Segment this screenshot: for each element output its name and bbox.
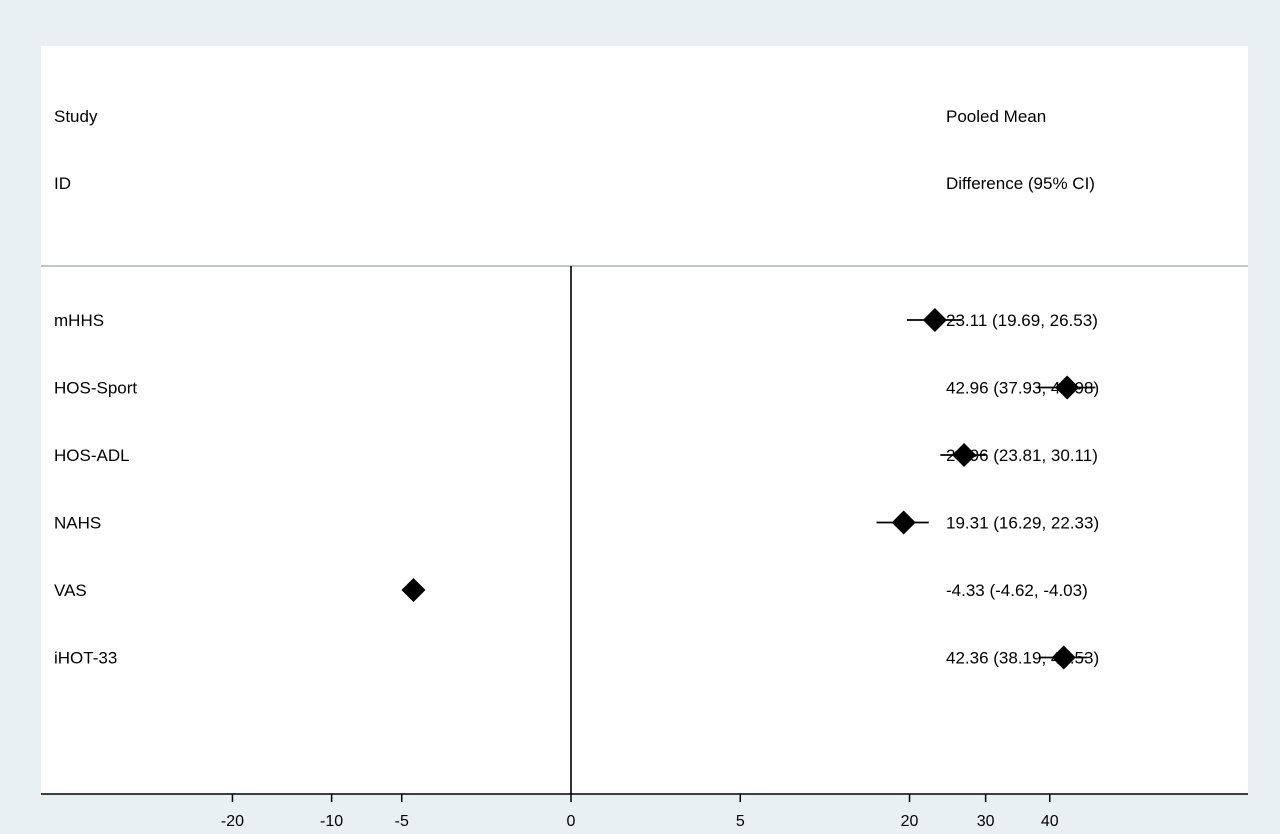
estimate-diamond — [1055, 375, 1080, 400]
row-label: HOS-Sport — [54, 379, 137, 398]
row-label: HOS-ADL — [54, 446, 130, 465]
ci-value: 42.36 (38.19, 46.53) — [946, 649, 1099, 668]
estimate-diamond — [952, 443, 977, 467]
x-tick-label: -5 — [395, 813, 409, 830]
estimate-diamond — [401, 578, 426, 602]
ci-value: 19.31 (16.29, 22.33) — [946, 514, 1099, 533]
estimate-diamond — [1051, 645, 1076, 670]
header-pooled-mean: Pooled Mean — [946, 107, 1046, 126]
ci-value: 42.96 (37.93, 47.98) — [946, 379, 1099, 398]
x-tick-label: 40 — [1041, 813, 1059, 830]
x-tick-label: -10 — [320, 813, 343, 830]
estimate-diamond — [891, 510, 916, 535]
header-id: ID — [54, 174, 71, 193]
header-difference-ci: Difference (95% CI) — [946, 174, 1095, 193]
row-label: VAS — [54, 581, 87, 600]
x-tick-label: 30 — [977, 813, 995, 830]
x-tick-label: 5 — [736, 813, 745, 830]
estimate-diamond — [922, 308, 947, 332]
row-label: mHHS — [54, 311, 104, 330]
x-tick-label: -20 — [221, 813, 244, 830]
header-study: Study — [54, 107, 98, 126]
plot-area — [41, 46, 1248, 794]
ci-value: 26.96 (23.81, 30.11) — [946, 446, 1098, 465]
row-label: NAHS — [54, 514, 101, 533]
x-tick-label: 20 — [901, 813, 919, 830]
ci-value: -4.33 (-4.62, -4.03) — [946, 581, 1088, 600]
ci-value: 23.11 (19.69, 26.53) — [946, 311, 1098, 330]
x-tick-label: 0 — [567, 813, 576, 830]
row-label: iHOT-33 — [54, 649, 117, 668]
marks-layer: mHHS 23.11 (19.69, 26.53) HOS-Sport 42.96 (… — [54, 266, 1099, 830]
